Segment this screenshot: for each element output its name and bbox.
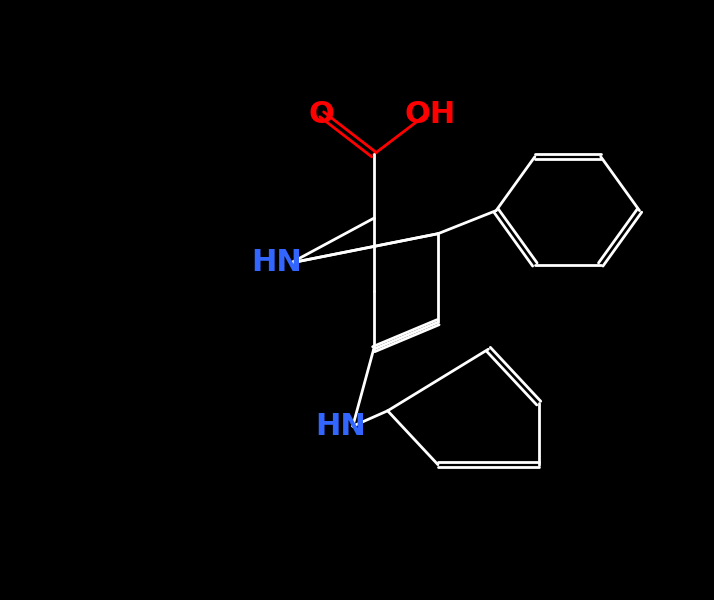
Text: HN: HN: [316, 412, 366, 440]
Text: HN: HN: [251, 248, 302, 277]
Text: OH: OH: [405, 100, 456, 129]
Text: O: O: [309, 100, 335, 129]
